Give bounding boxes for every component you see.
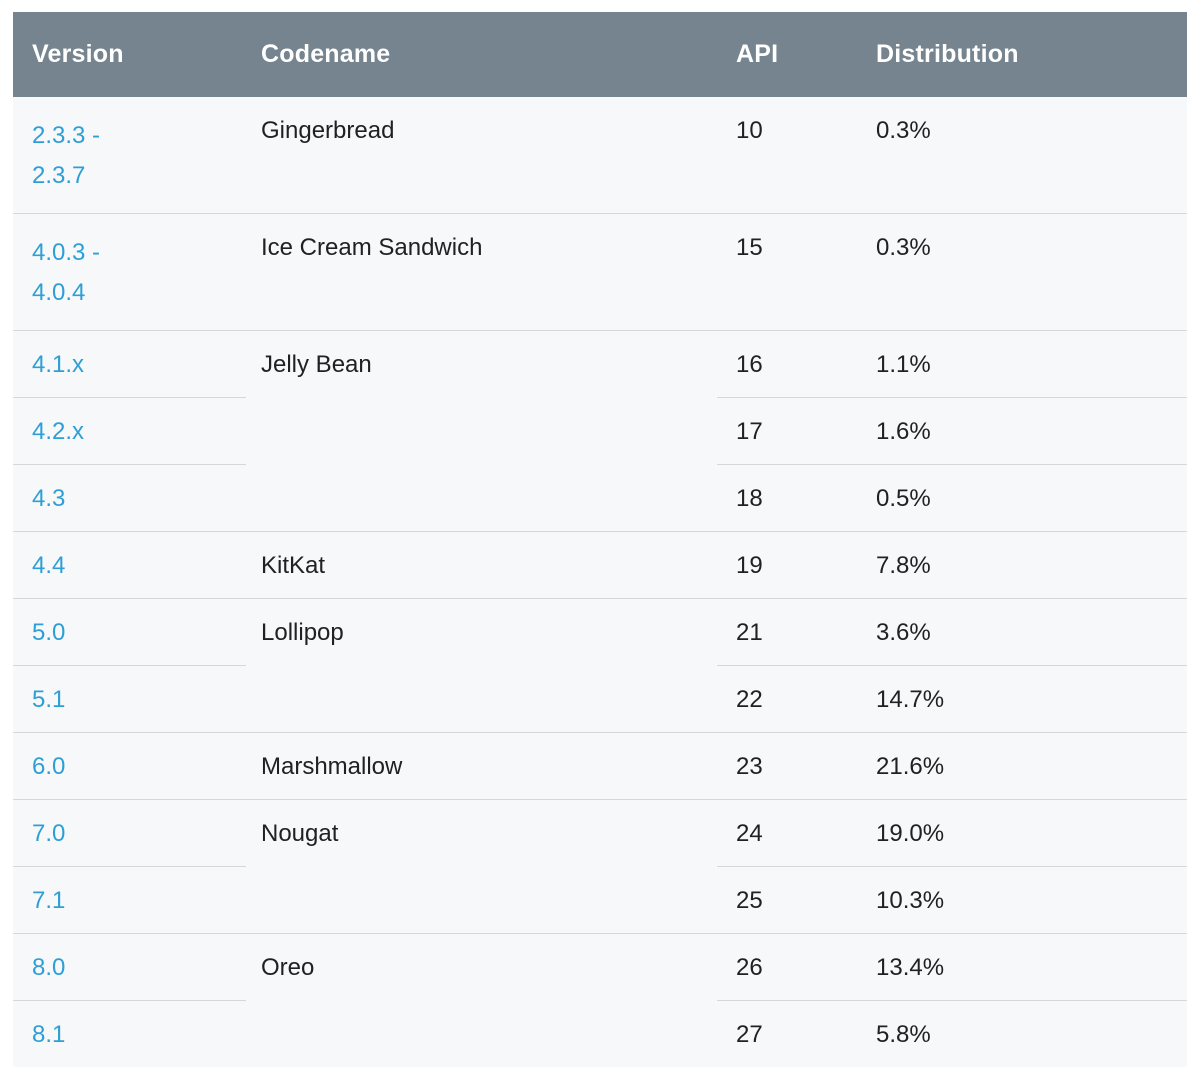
version-link[interactable]: 2.3.3 - 2.3.7 <box>32 116 100 196</box>
version-cell: 4.3 <box>13 465 246 532</box>
version-cell: 7.1 <box>13 867 246 934</box>
version-cell: 5.0 <box>13 599 246 666</box>
table-row-kitkat: 4.4 KitKat 19 7.8% <box>13 532 1187 599</box>
version-cell: 8.0 <box>13 934 246 1001</box>
version-cell: 4.0.3 - 4.0.4 <box>13 214 246 331</box>
api-cell: 23 <box>717 733 857 800</box>
table-row-lollipop-1: 5.0 Lollipop 21 3.6% <box>13 599 1187 666</box>
distribution-cell: 0.3% <box>857 97 1187 214</box>
version-cell: 4.4 <box>13 532 246 599</box>
column-header-api: API <box>717 12 857 97</box>
table-body: 2.3.3 - 2.3.7 Gingerbread 10 0.3% 4.0.3 … <box>13 97 1187 1067</box>
api-cell: 25 <box>717 867 857 934</box>
distribution-cell: 1.6% <box>857 398 1187 465</box>
column-header-version: Version <box>13 12 246 97</box>
column-header-distribution: Distribution <box>857 12 1187 97</box>
distribution-cell: 13.4% <box>857 934 1187 1001</box>
api-cell: 19 <box>717 532 857 599</box>
version-link[interactable]: 5.1 <box>32 685 65 715</box>
version-cell: 8.1 <box>13 1001 246 1067</box>
table-header: Version Codename API Distribution <box>13 12 1187 97</box>
api-cell: 21 <box>717 599 857 666</box>
api-cell: 15 <box>717 214 857 331</box>
version-link[interactable]: 4.0.3 - 4.0.4 <box>32 233 100 313</box>
version-cell: 4.1.x <box>13 331 246 398</box>
codename-cell: KitKat <box>246 532 717 599</box>
version-link[interactable]: 5.0 <box>32 618 65 648</box>
version-link[interactable]: 6.0 <box>32 752 65 782</box>
codename-cell: Nougat <box>246 800 717 934</box>
api-cell: 16 <box>717 331 857 398</box>
codename-cell: Oreo <box>246 934 717 1067</box>
api-cell: 26 <box>717 934 857 1001</box>
api-cell: 18 <box>717 465 857 532</box>
api-cell: 22 <box>717 666 857 733</box>
distribution-cell: 1.1% <box>857 331 1187 398</box>
distribution-cell: 7.8% <box>857 532 1187 599</box>
version-link[interactable]: 4.2.x <box>32 417 84 447</box>
api-cell: 10 <box>717 97 857 214</box>
distribution-cell: 5.8% <box>857 1001 1187 1067</box>
header-row: Version Codename API Distribution <box>13 12 1187 97</box>
android-distribution-table: Version Codename API Distribution 2.3.3 … <box>13 12 1187 1067</box>
api-cell: 27 <box>717 1001 857 1067</box>
version-link[interactable]: 8.0 <box>32 953 65 983</box>
version-link[interactable]: 7.0 <box>32 819 65 849</box>
distribution-cell: 14.7% <box>857 666 1187 733</box>
table-row-jelly-bean-1: 4.1.x Jelly Bean 16 1.1% <box>13 331 1187 398</box>
version-link[interactable]: 4.4 <box>32 551 65 581</box>
table-row-ice-cream-sandwich: 4.0.3 - 4.0.4 Ice Cream Sandwich 15 0.3% <box>13 214 1187 331</box>
version-cell: 2.3.3 - 2.3.7 <box>13 97 246 214</box>
version-cell: 4.2.x <box>13 398 246 465</box>
column-header-codename: Codename <box>246 12 717 97</box>
distribution-cell: 10.3% <box>857 867 1187 934</box>
version-link[interactable]: 8.1 <box>32 1020 65 1050</box>
distribution-cell: 21.6% <box>857 733 1187 800</box>
table-row-nougat-1: 7.0 Nougat 24 19.0% <box>13 800 1187 867</box>
version-link[interactable]: 4.3 <box>32 484 65 514</box>
table-row-marshmallow: 6.0 Marshmallow 23 21.6% <box>13 733 1187 800</box>
codename-cell: Jelly Bean <box>246 331 717 532</box>
api-cell: 24 <box>717 800 857 867</box>
distribution-cell: 19.0% <box>857 800 1187 867</box>
table-row-gingerbread: 2.3.3 - 2.3.7 Gingerbread 10 0.3% <box>13 97 1187 214</box>
version-link[interactable]: 4.1.x <box>32 350 84 380</box>
version-cell: 5.1 <box>13 666 246 733</box>
codename-cell: Lollipop <box>246 599 717 733</box>
distribution-cell: 0.5% <box>857 465 1187 532</box>
version-link[interactable]: 7.1 <box>32 886 65 916</box>
distribution-cell: 0.3% <box>857 214 1187 331</box>
distribution-cell: 3.6% <box>857 599 1187 666</box>
codename-cell: Marshmallow <box>246 733 717 800</box>
version-cell: 6.0 <box>13 733 246 800</box>
codename-cell: Gingerbread <box>246 97 717 214</box>
api-cell: 17 <box>717 398 857 465</box>
table-row-oreo-1: 8.0 Oreo 26 13.4% <box>13 934 1187 1001</box>
version-cell: 7.0 <box>13 800 246 867</box>
codename-cell: Ice Cream Sandwich <box>246 214 717 331</box>
